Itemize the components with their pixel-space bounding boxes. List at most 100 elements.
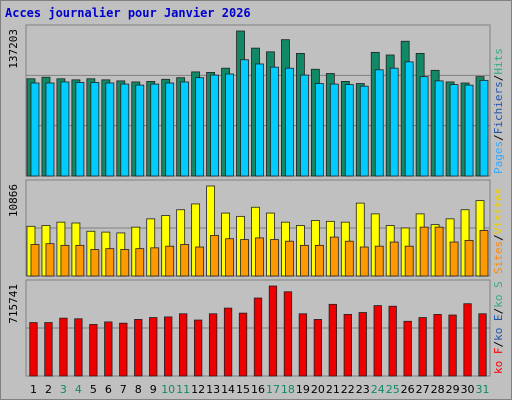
x-tick-day-26: 26	[401, 383, 415, 396]
bar-ko-f-day-22	[343, 313, 352, 377]
x-tick-day-27: 27	[416, 383, 430, 396]
legend-entry-ko-f: ko F	[492, 348, 505, 375]
x-tick-day-31: 31	[476, 383, 490, 396]
legend-entry-visites: Visites	[492, 188, 505, 234]
bar-pages-day-11	[180, 81, 190, 177]
bar-ko-f-day-23	[358, 312, 367, 377]
bar-ko-f-day-31	[478, 313, 487, 377]
x-tick-day-28: 28	[431, 383, 445, 396]
bar-sites-day-5	[90, 249, 100, 277]
bar-ko-f-day-8	[134, 319, 143, 377]
bar-ko-f-day-2	[44, 322, 53, 377]
x-tick-day-11: 11	[176, 383, 190, 396]
bar-ko-f-day-4	[74, 318, 83, 377]
bar-sites-day-11	[180, 244, 190, 277]
bar-pages-day-10	[165, 82, 175, 177]
legend-separator: /	[492, 75, 505, 82]
bar-pages-day-7	[120, 83, 130, 177]
x-tick-day-17: 17	[266, 383, 280, 396]
x-tick-day-30: 30	[461, 383, 475, 396]
x-tick-day-9: 9	[150, 383, 157, 396]
bar-pages-day-23	[359, 85, 369, 177]
x-tick-day-4: 4	[75, 383, 82, 396]
bar-ko-f-day-18	[283, 291, 293, 377]
bar-ko-f-day-20	[313, 319, 323, 377]
bar-sites-day-9	[150, 247, 160, 277]
x-tick-day-15: 15	[236, 383, 250, 396]
bar-ko-f-day-12	[193, 319, 203, 377]
legend-entry-ko-s: ko S	[492, 281, 505, 308]
bar-sites-day-26	[404, 245, 414, 277]
x-tick-day-8: 8	[135, 383, 142, 396]
panel-sites-visites-legend: Sites/Visites	[492, 188, 505, 274]
legend-entry-fichiers: Fichiers	[492, 81, 505, 134]
bar-sites-day-27	[419, 226, 429, 277]
x-tick-day-12: 12	[191, 383, 205, 396]
bar-pages-day-1	[30, 82, 40, 177]
bar-ko-f-day-1	[29, 322, 38, 377]
bar-pages-day-2	[45, 82, 55, 177]
bar-sites-day-8	[135, 248, 145, 277]
bar-sites-day-28	[434, 226, 444, 277]
bar-sites-day-15	[240, 239, 249, 277]
bar-sites-day-24	[374, 245, 384, 277]
panel-kilo-octets-ymax-label: 715741	[7, 284, 20, 324]
bar-sites-day-17	[270, 239, 279, 277]
legend-entry-ko-e: ko E	[492, 314, 505, 341]
bar-pages-day-12	[195, 77, 205, 177]
x-tick-day-14: 14	[221, 383, 235, 396]
bar-pages-day-27	[419, 76, 429, 177]
bar-pages-day-28	[434, 80, 444, 177]
bar-pages-day-25	[389, 67, 399, 177]
x-tick-day-25: 25	[386, 383, 400, 396]
x-tick-day-2: 2	[45, 383, 52, 396]
bar-ko-f-day-29	[448, 314, 457, 377]
x-tick-day-16: 16	[251, 383, 265, 396]
bar-ko-f-day-16	[253, 297, 263, 377]
bar-sites-day-29	[449, 241, 459, 277]
bar-ko-f-day-6	[104, 321, 113, 377]
bar-sites-day-4	[75, 244, 85, 277]
bar-ko-f-day-17	[268, 285, 278, 377]
bar-sites-day-2	[45, 243, 55, 277]
bar-sites-day-21	[329, 236, 339, 277]
bar-ko-f-day-13	[208, 313, 218, 377]
x-tick-day-3: 3	[60, 383, 67, 396]
bar-ko-f-day-7	[119, 322, 128, 377]
bar-sites-day-25	[389, 241, 399, 277]
bar-pages-day-3	[60, 81, 70, 177]
bar-sites-day-3	[60, 244, 70, 277]
bar-ko-f-day-24	[373, 305, 382, 377]
bar-pages-day-24	[374, 69, 384, 177]
bar-pages-day-8	[135, 84, 145, 177]
bar-ko-f-day-10	[164, 316, 173, 377]
bar-sites-day-20	[314, 244, 324, 277]
bar-ko-f-day-11	[179, 313, 188, 377]
bar-ko-f-day-30	[463, 303, 472, 377]
bar-pages-day-4	[75, 82, 85, 177]
panel-hits-files-pages-legend: Pages/Fichiers/Hits	[492, 48, 505, 174]
bar-pages-day-5	[90, 82, 100, 177]
bar-pages-day-15	[240, 59, 249, 177]
bar-ko-f-day-3	[59, 317, 68, 377]
bar-ko-f-day-15	[238, 312, 248, 377]
x-tick-day-29: 29	[446, 383, 460, 396]
bar-pages-day-16	[255, 63, 264, 177]
bar-sites-day-30	[464, 239, 474, 277]
panel-sites-visites-ymax-label: 10866	[7, 184, 20, 217]
bar-sites-day-1	[30, 244, 40, 277]
legend-separator: /	[492, 234, 505, 241]
bar-ko-f-day-5	[89, 324, 98, 377]
bar-pages-day-13	[210, 74, 219, 177]
bar-ko-f-day-27	[418, 317, 427, 377]
x-tick-day-1: 1	[30, 383, 37, 396]
bar-pages-day-21	[329, 83, 339, 177]
bar-pages-day-14	[225, 73, 234, 177]
bar-ko-f-day-9	[149, 317, 158, 377]
bar-ko-f-day-14	[223, 307, 233, 377]
legend-separator: /	[492, 308, 505, 315]
bar-sites-day-16	[255, 237, 264, 277]
bar-pages-day-6	[105, 82, 115, 177]
